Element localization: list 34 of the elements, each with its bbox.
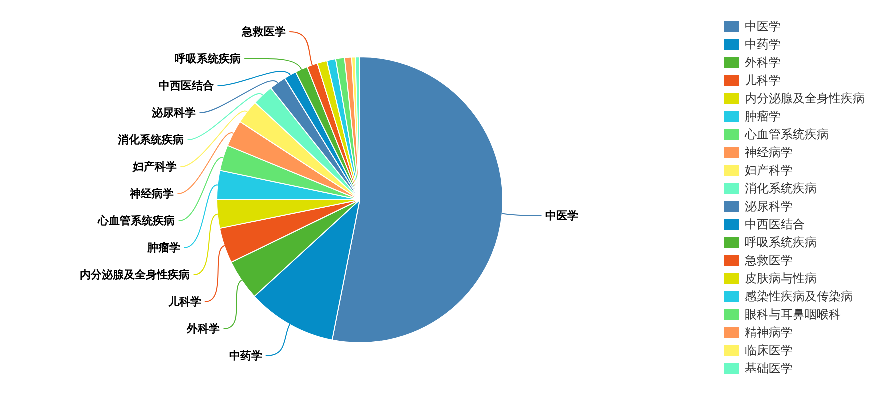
legend-label: 妇产科学 (745, 164, 793, 178)
legend-label: 眼科与耳鼻咽喉科 (745, 308, 841, 322)
legend-label: 心血管系统疾病 (744, 128, 829, 142)
slice-label: 泌尿科学 (151, 106, 196, 120)
slice-label: 肿瘤学 (146, 242, 180, 254)
legend-label: 急救医学 (744, 254, 793, 268)
legend-label: 泌尿科学 (745, 200, 793, 214)
slice-label: 中药学 (229, 350, 262, 362)
slice-label: 中医学 (545, 209, 578, 222)
legend-label: 内分泌腺及全身性疾病 (745, 92, 865, 106)
legend-label: 消化系统疾病 (745, 182, 817, 196)
legend-label: 呼吸系统疾病 (745, 236, 817, 250)
legend-label: 中药学 (745, 38, 781, 52)
legend-label: 感染性疾病及传染病 (745, 290, 853, 304)
legend-label: 中医学 (745, 20, 781, 34)
legend-label: 中西医结合 (745, 218, 805, 232)
slice-label: 外科学 (186, 322, 220, 336)
slice-label: 急救医学 (241, 26, 286, 38)
slice-label: 儿科学 (167, 296, 202, 308)
legend-label: 神经病学 (745, 146, 793, 160)
legend-label: 皮肤病与性病 (745, 272, 817, 286)
legend-label: 外科学 (745, 56, 781, 70)
slice-label: 消化系统疾病 (117, 134, 184, 146)
legend-label: 基础医学 (745, 362, 793, 376)
legend-label: 肿瘤学 (745, 110, 781, 124)
legend-label: 精神病学 (745, 326, 793, 340)
slice-label: 内分泌腺及全身性疾病 (80, 268, 190, 282)
legend-label: 临床医学 (745, 344, 793, 358)
legend-label: 儿科学 (745, 74, 781, 88)
slice-label: 心血管系统疾病 (97, 214, 176, 228)
slice-label: 妇产科学 (132, 160, 178, 174)
slice-label: 神经病学 (129, 188, 174, 200)
slice-label: 呼吸系统疾病 (174, 52, 241, 66)
slice-label: 中西医结合 (159, 80, 216, 92)
